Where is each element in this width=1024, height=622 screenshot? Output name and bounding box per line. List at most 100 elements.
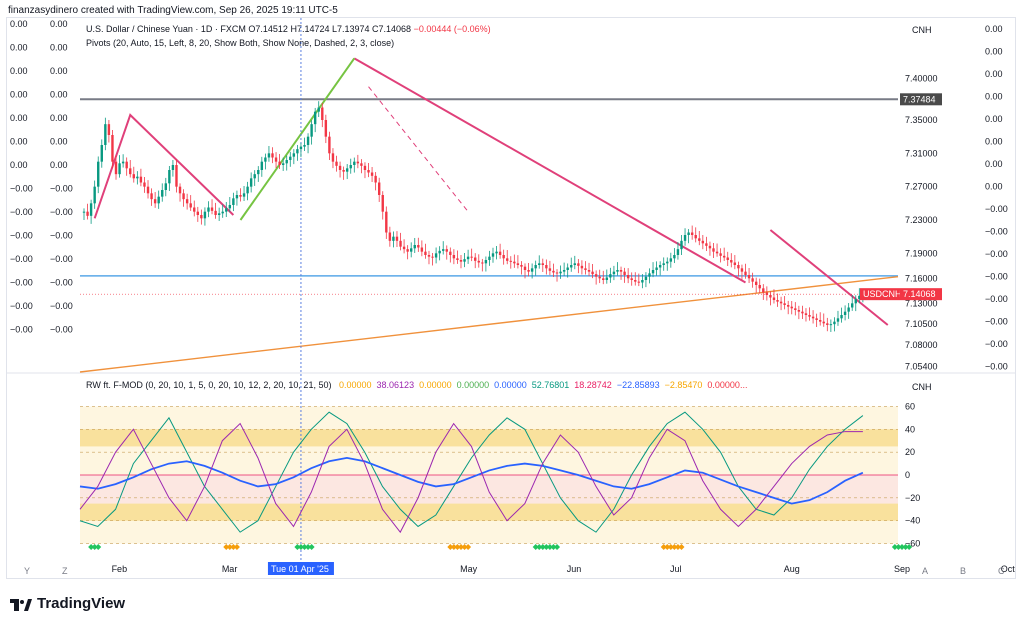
signal-diamond-0-4: [95, 544, 101, 550]
candle-body-51: [264, 158, 266, 162]
candle-body-36: [211, 208, 213, 211]
candle-body-82: [374, 176, 376, 183]
left-col1-label-7: −0.00: [10, 184, 33, 194]
price-tick-10: 7.05400: [905, 362, 938, 372]
candle-body-3: [93, 187, 95, 204]
right-label-7: 0.00: [985, 182, 1003, 192]
candle-body-18: [147, 187, 149, 194]
candle-body-172: [695, 235, 697, 238]
left-col1-label-0: 0.00: [10, 19, 28, 29]
candle-body-114: [488, 257, 490, 260]
candle-body-90: [403, 247, 405, 250]
candle-body-164: [666, 262, 668, 264]
right-label-14: −0.00: [985, 339, 1008, 349]
candle-body-170: [687, 233, 689, 236]
candle-body-194: [773, 298, 775, 301]
candle-body-147: [606, 278, 608, 281]
price-tick-8: 7.10500: [905, 319, 938, 329]
candle-body-179: [719, 253, 721, 256]
candle-body-199: [791, 307, 793, 309]
candle-body-130: [545, 265, 547, 268]
candle-body-139: [577, 263, 579, 266]
candle-body-22: [161, 190, 163, 197]
time-tick-0: Feb: [112, 564, 128, 574]
candle-body-188: [751, 278, 753, 281]
right-label-15: −0.00: [985, 362, 1008, 372]
candle-body-175: [705, 243, 707, 246]
candle-body-121: [513, 262, 515, 264]
candle-body-192: [766, 293, 768, 296]
candle-body-78: [360, 163, 362, 166]
candle-body-8: [111, 135, 113, 162]
candle-body-52: [268, 153, 270, 157]
candle-body-100: [438, 251, 440, 254]
osc-tick-1: 40: [905, 424, 915, 434]
candle-body-57: [286, 160, 288, 163]
candle-body-129: [542, 263, 544, 265]
candle-body-120: [510, 261, 512, 262]
signal-diamond-5-168: [678, 544, 684, 550]
candle-body-215: [847, 308, 849, 312]
left-col2-label-5: 0.00: [50, 137, 68, 147]
candle-body-210: [830, 324, 832, 325]
candle-body-33: [200, 215, 202, 218]
right-label-1: 0.00: [985, 47, 1003, 57]
candle-body-202: [801, 312, 803, 314]
candle-body-11: [122, 162, 124, 164]
left-col1-label-12: −0.00: [10, 301, 33, 311]
candle-body-153: [627, 275, 629, 278]
candle-body-9: [115, 162, 117, 175]
signal-diamond-2-64: [309, 544, 315, 550]
left-col2-label-8: −0.00: [50, 207, 73, 217]
price-tick-6: 7.16000: [905, 273, 938, 283]
left-col2-label-0: 0.00: [50, 19, 68, 29]
candle-body-128: [538, 263, 540, 265]
time-tick-2: May: [460, 564, 478, 574]
candle-body-177: [712, 248, 714, 251]
candle-body-186: [744, 272, 746, 275]
left-col2-label-11: −0.00: [50, 278, 73, 288]
candle-body-156: [638, 282, 640, 283]
candle-body-181: [727, 258, 729, 261]
candle-body-43: [236, 195, 238, 198]
left-col2-label-3: 0.00: [50, 90, 68, 100]
osc-tick-3: 0: [905, 470, 910, 480]
right-label-11: −0.00: [985, 272, 1008, 282]
candle-body-95: [421, 248, 423, 252]
candle-body-203: [805, 313, 807, 315]
candle-body-108: [467, 257, 469, 260]
price-tick-0: 7.40000: [905, 73, 938, 83]
candle-body-17: [143, 183, 145, 187]
candle-body-72: [339, 166, 341, 170]
candle-body-195: [776, 300, 778, 302]
candle-body-173: [698, 238, 700, 241]
osc-tick-2: 20: [905, 447, 915, 457]
candle-body-42: [232, 198, 234, 205]
candle-body-217: [855, 299, 857, 303]
candle-body-50: [261, 162, 263, 170]
right-label-6: 0.00: [985, 159, 1003, 169]
time-tick-3: Jun: [567, 564, 582, 574]
candle-body-169: [684, 235, 686, 241]
candle-body-29: [186, 199, 188, 203]
candle-body-63: [307, 137, 309, 145]
candle-body-62: [303, 145, 305, 147]
candle-body-165: [670, 258, 672, 261]
time-tick-4: Jul: [670, 564, 682, 574]
candle-body-32: [197, 212, 199, 215]
candle-body-30: [189, 203, 191, 207]
candle-body-15: [136, 177, 138, 179]
candle-body-116: [495, 252, 497, 254]
candle-body-115: [492, 253, 494, 256]
osc-upper-zone: [80, 429, 898, 446]
osc-tick-4: −20: [905, 493, 920, 503]
candle-body-193: [769, 295, 771, 298]
ticker-tag-text: USDCNH: [863, 289, 902, 299]
candle-body-104: [453, 255, 455, 258]
axis-letter-Y: Y: [24, 566, 30, 576]
candle-body-105: [456, 258, 458, 260]
candle-body-54: [275, 158, 277, 162]
candle-body-26: [175, 165, 177, 187]
candle-body-106: [460, 260, 462, 262]
